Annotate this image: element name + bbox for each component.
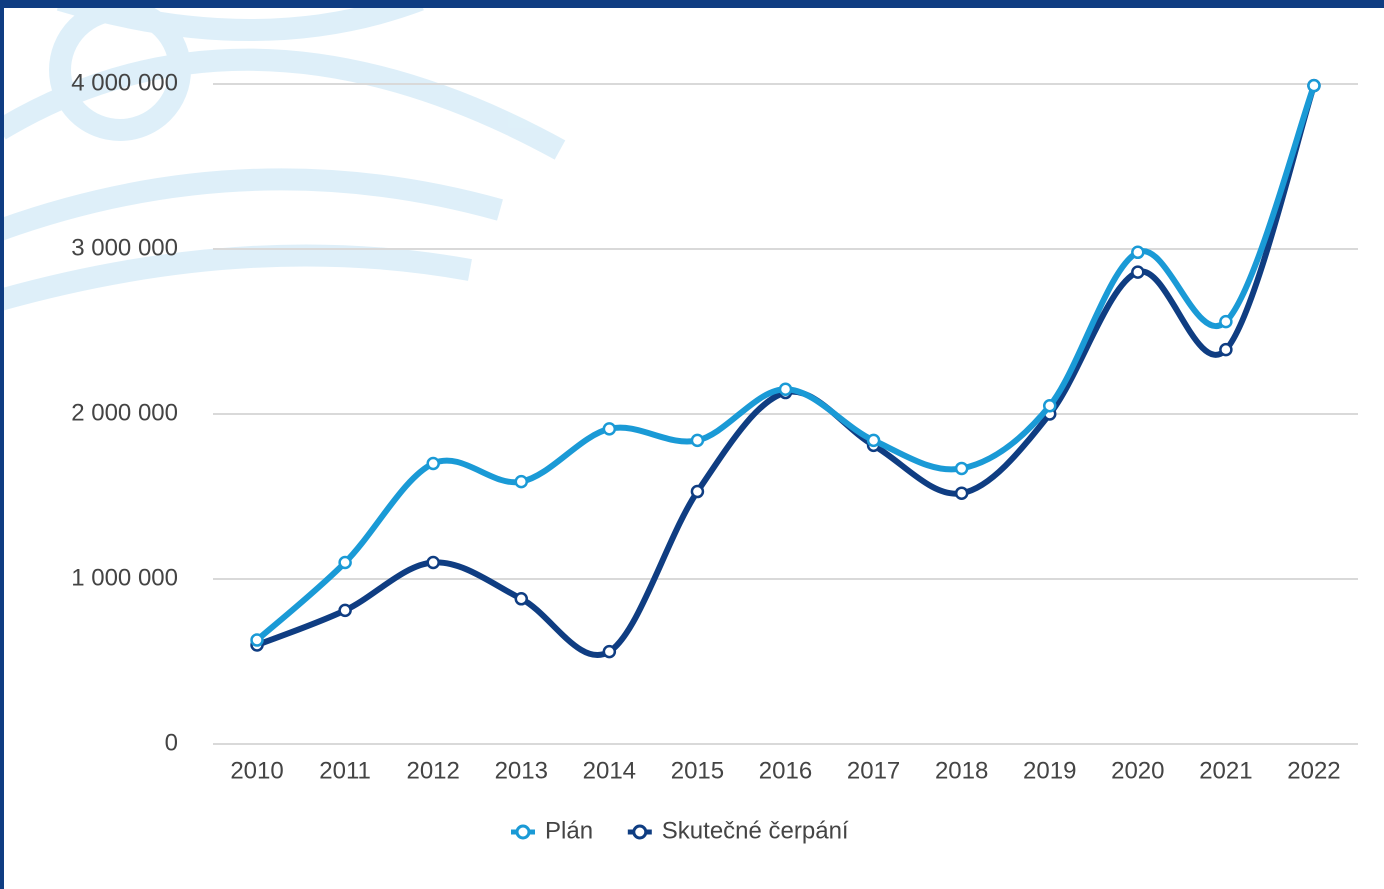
- left-bar: [0, 0, 4, 889]
- data-point: [252, 635, 263, 646]
- y-tick-label: 3 000 000: [71, 234, 178, 261]
- x-tick-label: 2020: [1111, 757, 1164, 784]
- data-point: [956, 488, 967, 499]
- y-tick-label: 2 000 000: [71, 399, 178, 426]
- data-point: [692, 435, 703, 446]
- data-point: [1220, 344, 1231, 355]
- x-tick-label: 2021: [1199, 757, 1252, 784]
- legend-label: Plán: [545, 817, 593, 844]
- data-point: [692, 486, 703, 497]
- x-tick-label: 2011: [319, 757, 371, 784]
- data-point: [428, 557, 439, 568]
- x-tick-label: 2022: [1287, 757, 1340, 784]
- data-point: [428, 458, 439, 469]
- legend-swatch: [517, 826, 529, 838]
- x-tick-label: 2010: [230, 757, 283, 784]
- x-tick-label: 2013: [495, 757, 548, 784]
- data-point: [1132, 267, 1143, 278]
- x-tick-label: 2015: [671, 757, 724, 784]
- data-point: [516, 476, 527, 487]
- data-point: [1308, 80, 1319, 91]
- x-tick-label: 2018: [935, 757, 988, 784]
- data-point: [956, 463, 967, 474]
- chart: 0 1 000 000 2 000 000 3 000 000 4 000 000 201…: [0, 0, 1384, 889]
- y-tick-label: 4 000 000: [71, 69, 178, 96]
- data-point: [340, 557, 351, 568]
- data-point: [1220, 316, 1231, 327]
- page: {"chart_data": {"type": "line", "categor…: [0, 0, 1384, 889]
- y-tick-label: 0: [165, 729, 178, 756]
- background: [0, 0, 1384, 889]
- data-point: [604, 423, 615, 434]
- data-point: [868, 435, 879, 446]
- data-point: [1132, 247, 1143, 258]
- data-point: [1044, 400, 1055, 411]
- legend-swatch: [634, 826, 646, 838]
- x-tick-label: 2019: [1023, 757, 1076, 784]
- legend-label: Skutečné čerpání: [662, 817, 849, 844]
- x-tick-label: 2012: [406, 757, 459, 784]
- data-point: [604, 646, 615, 657]
- data-point: [340, 605, 351, 616]
- top-bar: [0, 0, 1384, 8]
- data-point: [516, 593, 527, 604]
- data-point: [780, 384, 791, 395]
- x-tick-label: 2017: [847, 757, 900, 784]
- x-tick-label: 2016: [759, 757, 812, 784]
- y-tick-label: 1 000 000: [71, 564, 178, 591]
- x-tick-label: 2014: [583, 757, 636, 784]
